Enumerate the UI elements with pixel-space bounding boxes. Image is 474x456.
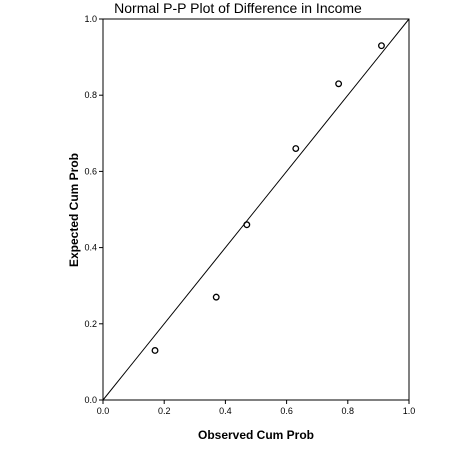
x-tick-label: 0.2 (158, 406, 171, 416)
y-tick-label: 0.6 (84, 166, 97, 176)
reference-diagonal-line (102, 18, 410, 401)
y-axis-label: Expected Cum Prob (67, 153, 81, 267)
plot-frame (102, 18, 410, 401)
y-tick-label: 0.8 (84, 90, 97, 100)
chart-title: Normal P-P Plot of Difference in Income (114, 0, 362, 16)
y-tick-label: 1.0 (84, 14, 97, 24)
x-tick-label: 0.4 (219, 406, 232, 416)
x-axis: 0.0 0.2 0.4 0.6 0.8 1.0 (97, 400, 416, 416)
data-point (243, 221, 251, 229)
y-tick-label: 0.0 (84, 395, 97, 405)
y-axis: 0.0 0.2 0.4 0.6 0.8 1.0 (84, 14, 103, 405)
x-tick-label: 1.0 (403, 406, 416, 416)
data-point (335, 80, 343, 88)
data-points (151, 42, 385, 354)
data-point (212, 293, 220, 301)
y-tick-label: 0.2 (84, 319, 97, 329)
x-tick-label: 0.8 (342, 406, 355, 416)
data-point (378, 42, 385, 50)
x-tick-label: 0.6 (280, 406, 293, 416)
x-tick-label: 0.0 (97, 406, 110, 416)
data-point (151, 347, 159, 354)
y-tick-label: 0.4 (84, 243, 97, 253)
data-point (292, 145, 300, 152)
x-axis-label: Observed Cum Prob (198, 428, 314, 442)
